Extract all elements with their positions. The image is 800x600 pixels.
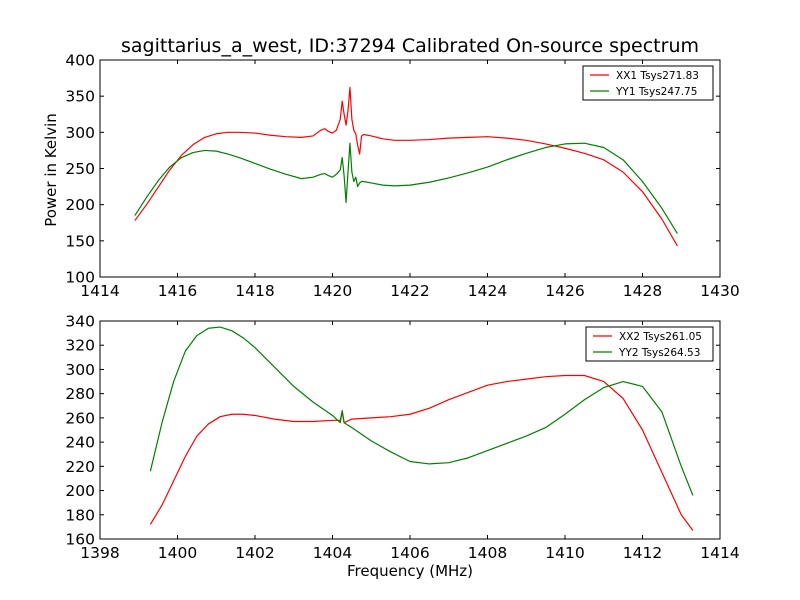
y-tick-label: 340	[65, 313, 95, 331]
y-tick-label: 240	[65, 434, 95, 452]
y-axis-label: Power in Kelvin	[42, 113, 60, 227]
y-tick-label: 350	[65, 88, 95, 106]
x-tick-label: 1406	[390, 544, 429, 562]
y-tick-label: 200	[65, 196, 95, 214]
legend: XX2 Tsys261.05 YY2 Tsys264.53	[585, 326, 714, 362]
x-tick-label: 1402	[235, 544, 274, 562]
series-line-1-1	[134, 86, 678, 247]
y-tick-label: 300	[65, 361, 95, 379]
x-tick-label: 1430	[700, 282, 739, 300]
y-tick-label: 250	[65, 160, 95, 178]
x-tick-label: 1424	[468, 282, 507, 300]
x-tick-label: 1422	[390, 282, 429, 300]
x-tick-label: 1414	[80, 282, 119, 300]
series-line-2-1	[149, 374, 694, 531]
series-line-2-2	[149, 326, 694, 496]
y-tick-label: 280	[65, 385, 95, 403]
chart-title: sagittarius_a_west, ID:37294 Calibrated …	[121, 35, 699, 57]
legend-entry: YY2 Tsys264.53	[618, 347, 700, 359]
top-spectrum-plot: 1414 1416 1418 1420 1422 1424 1426 1428 1430 100 1…	[65, 52, 739, 301]
bottom-spectrum-plot: 1398 1400 1402 1404 1406 1408 1410 1412 1414 160 1…	[65, 313, 739, 563]
y-tick-label: 100	[65, 269, 95, 287]
legend: XX1 Tsys271.83 YY1 Tsys247.75	[582, 65, 714, 101]
legend-box	[582, 65, 714, 101]
y-tick-label: 320	[65, 337, 95, 355]
x-tick-label: 1408	[468, 544, 507, 562]
legend-entry: XX2 Tsys261.05	[619, 331, 702, 343]
y-tick-label: 260	[65, 409, 95, 427]
y-tick-label: 160	[65, 531, 95, 549]
y-tick-label: 300	[65, 124, 95, 142]
x-tick-label: 1416	[158, 282, 197, 300]
x-tick-label: 1426	[545, 282, 584, 300]
x-tick-label: 1398	[80, 544, 119, 562]
y-tick-label: 400	[65, 52, 95, 70]
x-axis-label: Frequency (MHz)	[347, 562, 473, 580]
legend-box	[585, 326, 714, 362]
x-tick-label: 1420	[313, 282, 352, 300]
x-tick-label: 1418	[235, 282, 274, 300]
legend-entry: YY1 Tsys247.75	[615, 86, 697, 98]
y-tick-label: 150	[65, 232, 95, 250]
y-tick-label: 180	[65, 506, 95, 524]
x-tick-label: 1410	[545, 544, 584, 562]
x-tick-label: 1428	[623, 282, 662, 300]
x-tick-label: 1414	[700, 544, 739, 562]
x-tick-label: 1400	[158, 544, 197, 562]
x-tick-label: 1412	[623, 544, 662, 562]
y-tick-label: 200	[65, 482, 95, 500]
series-line-1-2	[134, 142, 678, 234]
y-tick-label: 220	[65, 458, 95, 476]
legend-entry: XX1 Tsys271.83	[616, 70, 699, 82]
x-tick-label: 1404	[313, 544, 352, 562]
